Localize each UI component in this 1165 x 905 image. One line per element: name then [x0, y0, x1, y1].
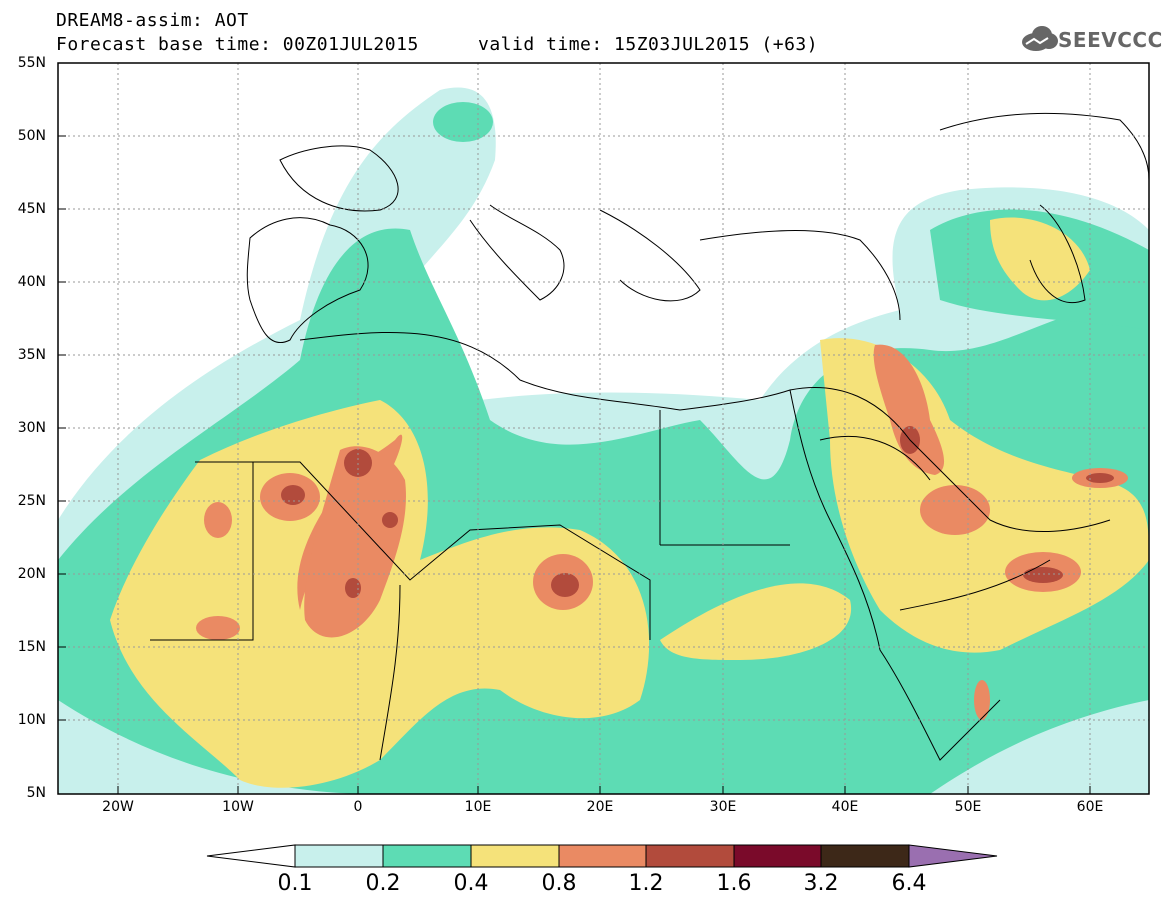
colorbar-label: 0.4 [453, 871, 489, 896]
colorbar-box-7 [820, 844, 910, 868]
colorbar-box-5 [645, 844, 735, 868]
lon-label: 20E [586, 799, 614, 815]
colorbar-box-2 [382, 844, 472, 868]
colorbar-box-6 [733, 844, 822, 868]
lon-label: 10E [464, 799, 492, 815]
lat-label: 35N [17, 347, 46, 363]
colorbar-label: 0.2 [365, 871, 401, 896]
lon-label: 50E [954, 799, 982, 815]
lon-label: 10W [222, 799, 254, 815]
coastlines [150, 112, 1149, 761]
map-title: DREAM8-assim: AOT [56, 10, 249, 31]
lat-label: 20N [17, 566, 46, 582]
colorbar-box-1 [294, 844, 384, 868]
colorbar-label: 1.2 [628, 871, 664, 896]
lat-label: 10N [17, 712, 46, 728]
lon-label: 40E [831, 799, 859, 815]
lat-label: 45N [17, 201, 46, 217]
colorbar-over-arrow [908, 844, 998, 868]
lon-label: 60E [1076, 799, 1104, 815]
seevccc-logo [1022, 26, 1058, 51]
colorbar [206, 844, 998, 868]
lat-label: 50N [17, 128, 46, 144]
lon-label: 20W [102, 799, 134, 815]
cloud-icon [1022, 26, 1058, 51]
axis-ticks [58, 135, 1091, 794]
lat-label: 30N [17, 420, 46, 436]
forecast-base-time: Forecast base time: 00Z01JUL2015 [56, 34, 419, 55]
lat-label: 15N [17, 639, 46, 655]
colorbar-label: 0.8 [541, 871, 577, 896]
logo-text: SEEVCCC [1058, 28, 1163, 52]
colorbar-label: 3.2 [803, 871, 839, 896]
lat-lon-grid [58, 63, 1149, 794]
lat-label: 40N [17, 274, 46, 290]
colorbar-box-3 [470, 844, 560, 868]
colorbar-label: 1.6 [716, 871, 752, 896]
colorbar-under-arrow [206, 844, 296, 868]
lon-label: 30E [709, 799, 737, 815]
lat-label: 55N [17, 55, 46, 71]
valid-time: valid time: 15Z03JUL2015 (+63) [478, 34, 819, 55]
colorbar-label: 0.1 [277, 871, 313, 896]
lat-label: 5N [26, 785, 46, 801]
colorbar-box-4 [558, 844, 647, 868]
aot-band-1.2 [281, 426, 1114, 598]
colorbar-label: 6.4 [891, 871, 927, 896]
lon-label: 0 [353, 799, 363, 815]
lat-label: 25N [17, 493, 46, 509]
